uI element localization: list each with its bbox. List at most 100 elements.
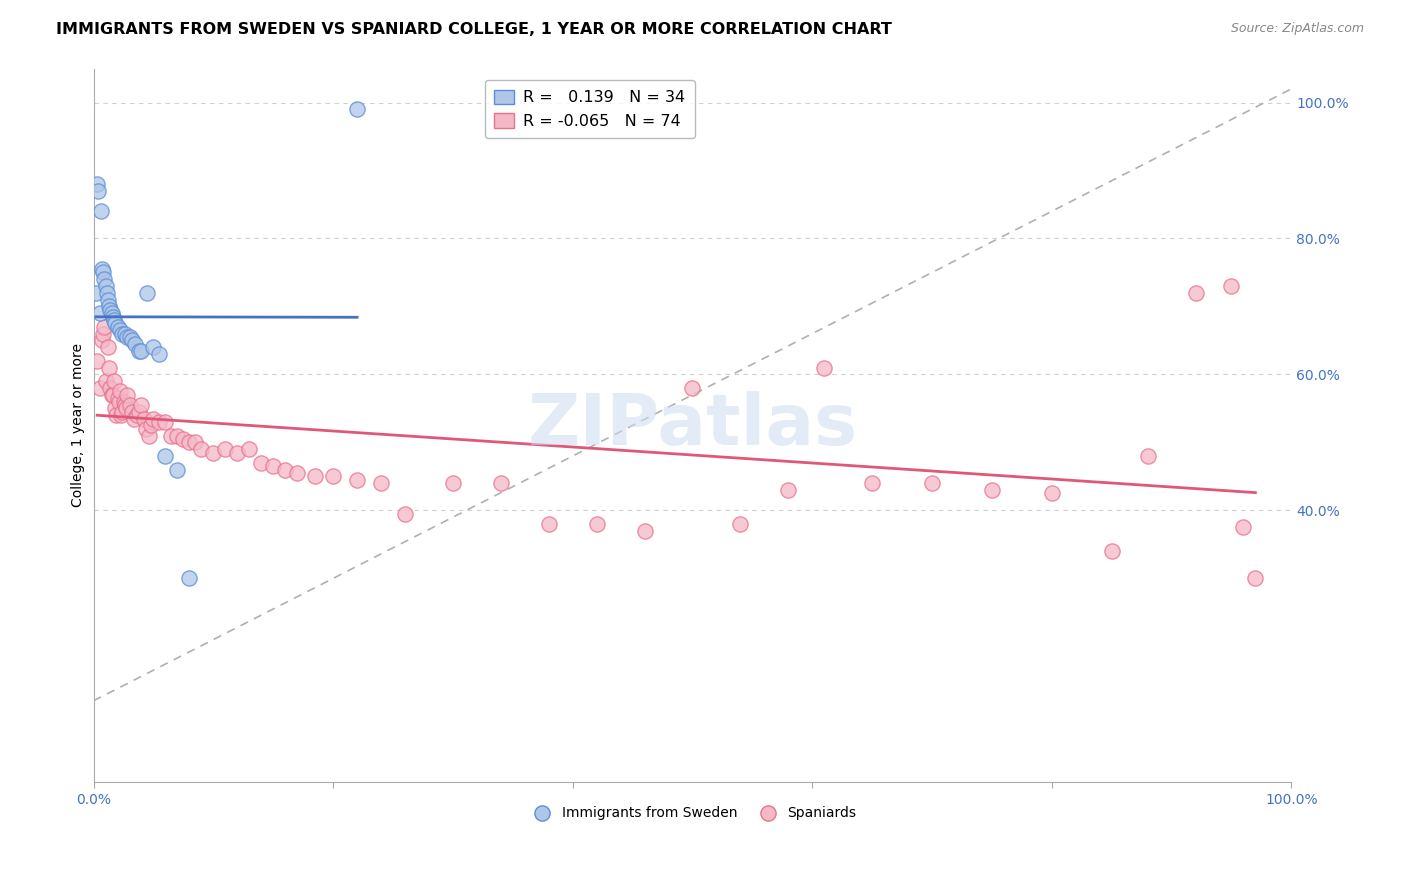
Point bbox=[91, 265, 114, 279]
Point bbox=[681, 381, 703, 395]
Point bbox=[160, 428, 183, 442]
Point bbox=[94, 374, 117, 388]
Point bbox=[91, 334, 114, 348]
Point bbox=[142, 340, 165, 354]
Point bbox=[921, 476, 943, 491]
Point bbox=[94, 279, 117, 293]
Point bbox=[107, 391, 129, 405]
Point bbox=[98, 302, 121, 317]
Point bbox=[115, 330, 138, 344]
Point bbox=[118, 330, 141, 344]
Point bbox=[1101, 544, 1123, 558]
Point bbox=[100, 388, 122, 402]
Point bbox=[585, 516, 607, 531]
Point bbox=[115, 388, 138, 402]
Point bbox=[107, 319, 129, 334]
Point bbox=[105, 409, 128, 423]
Point bbox=[202, 445, 225, 459]
Point bbox=[107, 394, 129, 409]
Point bbox=[346, 103, 368, 117]
Point bbox=[125, 409, 148, 423]
Point bbox=[148, 347, 170, 361]
Point bbox=[166, 462, 188, 476]
Point bbox=[104, 401, 127, 416]
Point bbox=[1220, 279, 1243, 293]
Point bbox=[131, 398, 153, 412]
Point bbox=[101, 388, 124, 402]
Point bbox=[121, 405, 143, 419]
Point bbox=[97, 293, 120, 307]
Point bbox=[489, 476, 512, 491]
Point bbox=[226, 445, 249, 459]
Point bbox=[346, 473, 368, 487]
Point bbox=[138, 428, 160, 442]
Point bbox=[104, 317, 127, 331]
Point bbox=[114, 326, 136, 341]
Point bbox=[91, 262, 114, 277]
Point bbox=[190, 442, 212, 457]
Point bbox=[89, 306, 111, 320]
Point bbox=[108, 384, 131, 399]
Point bbox=[84, 285, 107, 300]
Point bbox=[980, 483, 1002, 497]
Point bbox=[108, 323, 131, 337]
Point bbox=[262, 459, 284, 474]
Point bbox=[101, 310, 124, 324]
Point bbox=[128, 405, 150, 419]
Point bbox=[238, 442, 260, 457]
Point bbox=[87, 184, 110, 198]
Y-axis label: College, 1 year or more: College, 1 year or more bbox=[72, 343, 86, 508]
Point bbox=[136, 285, 159, 300]
Point bbox=[98, 360, 121, 375]
Point bbox=[114, 398, 136, 412]
Point bbox=[131, 343, 153, 358]
Point bbox=[1136, 449, 1159, 463]
Point bbox=[166, 428, 188, 442]
Point bbox=[179, 435, 201, 450]
Point bbox=[155, 449, 177, 463]
Point bbox=[86, 354, 108, 368]
Point bbox=[441, 476, 464, 491]
Point bbox=[124, 336, 146, 351]
Point bbox=[214, 442, 236, 457]
Point bbox=[148, 415, 170, 429]
Point bbox=[304, 469, 326, 483]
Point bbox=[90, 204, 112, 219]
Point bbox=[322, 469, 344, 483]
Point bbox=[139, 418, 162, 433]
Point bbox=[250, 456, 273, 470]
Point bbox=[179, 571, 201, 585]
Point bbox=[860, 476, 883, 491]
Point bbox=[103, 313, 125, 327]
Point bbox=[135, 422, 157, 436]
Point bbox=[778, 483, 800, 497]
Point bbox=[285, 466, 308, 480]
Point bbox=[128, 343, 150, 358]
Text: ZIPatlas: ZIPatlas bbox=[527, 391, 858, 460]
Point bbox=[89, 381, 111, 395]
Point bbox=[86, 177, 108, 191]
Point bbox=[633, 524, 655, 538]
Point bbox=[142, 411, 165, 425]
Point bbox=[730, 516, 752, 531]
Text: IMMIGRANTS FROM SWEDEN VS SPANIARD COLLEGE, 1 YEAR OR MORE CORRELATION CHART: IMMIGRANTS FROM SWEDEN VS SPANIARD COLLE… bbox=[56, 22, 893, 37]
Point bbox=[124, 411, 146, 425]
Point bbox=[111, 326, 134, 341]
Point bbox=[93, 272, 115, 286]
Point bbox=[155, 415, 177, 429]
Point bbox=[184, 435, 207, 450]
Point bbox=[274, 462, 297, 476]
Point bbox=[1244, 571, 1267, 585]
Point bbox=[1040, 486, 1063, 500]
Point bbox=[1232, 520, 1254, 534]
Point bbox=[1184, 285, 1206, 300]
Point bbox=[103, 374, 125, 388]
Legend: Immigrants from Sweden, Spaniards: Immigrants from Sweden, Spaniards bbox=[523, 800, 862, 825]
Point bbox=[115, 401, 138, 416]
Point bbox=[97, 340, 120, 354]
Point bbox=[370, 476, 392, 491]
Text: Source: ZipAtlas.com: Source: ZipAtlas.com bbox=[1230, 22, 1364, 36]
Point bbox=[132, 411, 155, 425]
Point bbox=[112, 394, 135, 409]
Point bbox=[537, 516, 560, 531]
